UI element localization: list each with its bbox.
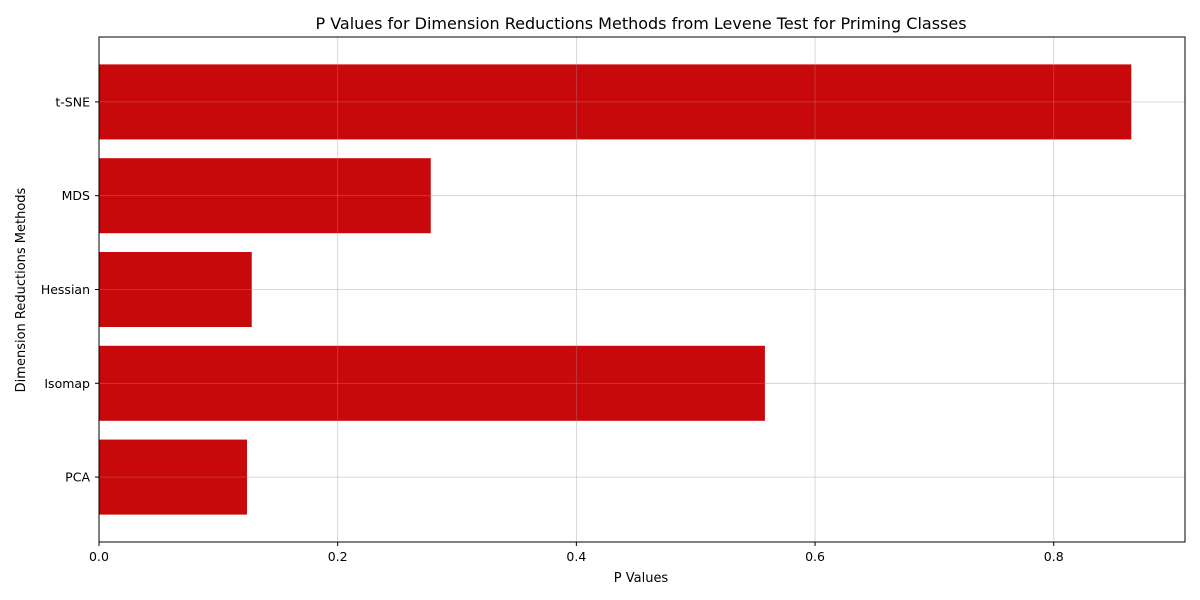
bar-pca	[99, 439, 247, 515]
bar-hessian	[99, 251, 252, 328]
y-tick-label: MDS	[62, 188, 90, 203]
x-tick-label: 0.6	[805, 549, 825, 564]
bar-mds	[99, 158, 431, 234]
bar-t-sne	[99, 64, 1132, 140]
y-tick-label: PCA	[65, 470, 90, 485]
y-axis-label: Dimension Reductions Methods	[14, 187, 29, 392]
x-axis-ticks: 0.0 0.2 0.4 0.6 0.8	[89, 542, 1064, 564]
y-tick-label: Isomap	[44, 376, 90, 391]
x-tick-label: 0.2	[328, 549, 348, 564]
bar-isomap	[99, 345, 765, 421]
x-axis-label: P Values	[614, 571, 669, 586]
y-axis-ticks: PCA Isomap Hessian MDS t-SNE	[41, 94, 99, 485]
bars	[99, 64, 1132, 515]
grid-overlay	[98, 37, 1185, 542]
x-tick-label: 0.0	[89, 549, 109, 564]
y-tick-label: Hessian	[41, 282, 90, 297]
chart-title: P Values for Dimension Reductions Method…	[315, 14, 966, 33]
x-tick-label: 0.4	[566, 549, 586, 564]
y-tick-label: t-SNE	[55, 94, 90, 109]
x-tick-label: 0.8	[1044, 549, 1064, 564]
